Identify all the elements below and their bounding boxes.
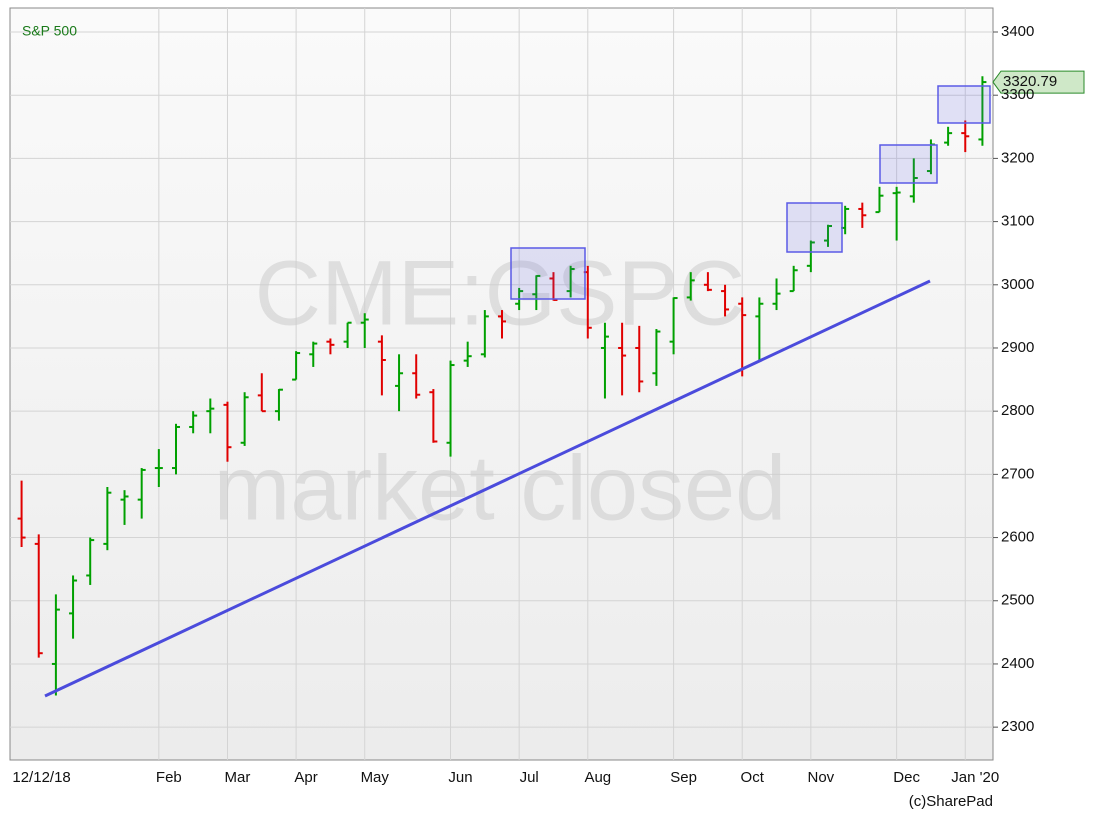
watermark: CME:GSPC [255,242,746,344]
x-tick-label: Jun [448,769,472,786]
x-tick-label: Dec [893,769,920,786]
y-tick-label: 3400 [1001,23,1034,40]
y-tick-label: 2300 [1001,718,1034,735]
y-tick-label: 2900 [1001,339,1034,356]
price-tag: 3320.79 [992,70,1085,94]
chart-title: S&P 500 [22,23,77,39]
y-tick-label: 3000 [1001,276,1034,293]
y-tick-label: 3200 [1001,149,1034,166]
y-tick-label: 2700 [1001,465,1034,482]
status-watermark: market closed [214,437,787,539]
grid [10,8,993,760]
y-tick-label: 3100 [1001,213,1034,230]
y-tick-label: 2800 [1001,402,1034,419]
x-tick-label: Oct [741,769,765,786]
y-tick-label: 2600 [1001,529,1034,546]
highlight-boxes [510,85,991,300]
x-tick-label: Sep [670,769,697,786]
credit: (c)SharePad [909,793,993,810]
box [879,144,938,184]
x-tick-label: Jul [520,769,539,786]
x-tick-label: 12/12/18 [12,769,70,786]
x-tick-label: May [361,769,390,786]
y-tick-label: 2400 [1001,655,1034,672]
x-tick-label: Mar [225,769,251,786]
x-tick-label: Apr [294,769,317,786]
box [786,202,843,253]
y-tick-label: 3300 [1001,86,1034,103]
y-tick-label: 2500 [1001,592,1034,609]
box [510,247,586,300]
x-tick-label: Aug [584,769,611,786]
x-tick-label: Nov [807,769,834,786]
box [937,85,991,124]
trend-line [44,279,931,698]
price-tag-label: 3320.79 [1003,73,1057,90]
x-tick-label: Jan '20 [951,769,999,786]
bars [17,76,987,696]
plot-area [9,7,994,761]
price-tag-box [992,70,1085,94]
x-tick-label: Feb [156,769,182,786]
